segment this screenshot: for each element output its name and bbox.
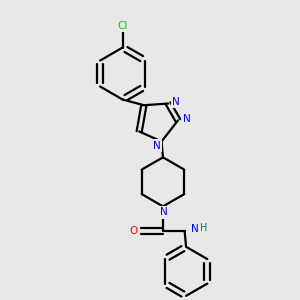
Text: N: N [191,224,199,235]
Text: O: O [129,226,137,236]
Text: N: N [183,114,190,124]
Text: N: N [172,97,180,107]
Text: H: H [200,223,207,233]
Text: N: N [160,207,167,217]
Text: Cl: Cl [117,21,128,31]
Text: N: N [153,141,161,151]
